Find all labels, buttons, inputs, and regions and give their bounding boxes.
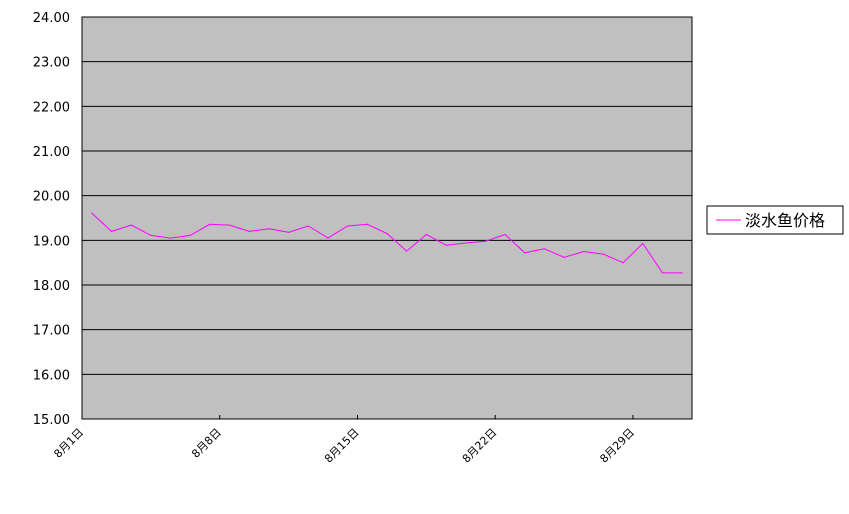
data-point	[543, 248, 546, 250]
y-tick-label: 24.00	[33, 11, 70, 26]
x-tick-label: 8月15日	[322, 426, 362, 466]
data-point	[130, 224, 132, 226]
legend-label: 淡水鱼价格	[745, 211, 825, 230]
x-axis-ticks: 8月1日 8月8日 8月15日 8月22日 8月29日	[51, 415, 692, 466]
data-point	[307, 225, 309, 227]
x-tick-label: 8月1日	[51, 426, 86, 461]
y-tick-label: 16.00	[33, 368, 70, 383]
plot-area	[81, 16, 693, 420]
y-tick-label: 18.00	[33, 279, 70, 294]
y-tick-label: 21.00	[33, 145, 70, 160]
data-point	[189, 234, 191, 237]
data-point	[465, 242, 467, 244]
data-point	[622, 262, 624, 264]
y-tick-label: 15.00	[33, 413, 70, 428]
x-tick-label: 8月22日	[460, 426, 500, 466]
data-point	[642, 242, 644, 245]
data-point	[406, 250, 408, 252]
data-point	[366, 223, 368, 225]
data-point	[327, 237, 329, 239]
data-point	[347, 225, 349, 227]
data-point	[524, 252, 526, 254]
series-group	[91, 212, 683, 274]
y-tick-label: 20.00	[33, 190, 70, 205]
x-tick-label: 8月29日	[597, 426, 637, 466]
legend: 淡水鱼价格	[706, 205, 844, 235]
data-point	[386, 233, 388, 235]
data-point	[110, 230, 113, 232]
gridlines	[82, 61, 692, 375]
data-point	[602, 253, 605, 255]
data-point	[681, 272, 683, 274]
x-tick-label: 8月8日	[189, 426, 224, 461]
data-point	[484, 240, 486, 242]
data-point	[288, 231, 290, 233]
data-point	[661, 272, 664, 274]
y-tick-label: 22.00	[33, 100, 70, 115]
y-tick-label: 17.00	[33, 324, 70, 339]
data-point	[91, 212, 93, 214]
data-point	[563, 256, 565, 258]
data-point	[268, 228, 270, 230]
data-point	[228, 224, 231, 226]
data-point	[504, 233, 506, 236]
y-tick-label: 19.00	[33, 234, 70, 249]
data-point	[150, 234, 152, 237]
y-tick-label: 23.00	[33, 56, 70, 71]
data-point	[583, 250, 585, 253]
y-axis-ticks: 15.00 16.00 17.00 18.00 19.00 20.00 21.00 22.00…	[33, 11, 83, 428]
data-point	[248, 230, 250, 232]
data-point	[445, 244, 447, 246]
data-point	[169, 237, 172, 239]
data-point	[425, 233, 427, 236]
data-point	[209, 223, 211, 225]
